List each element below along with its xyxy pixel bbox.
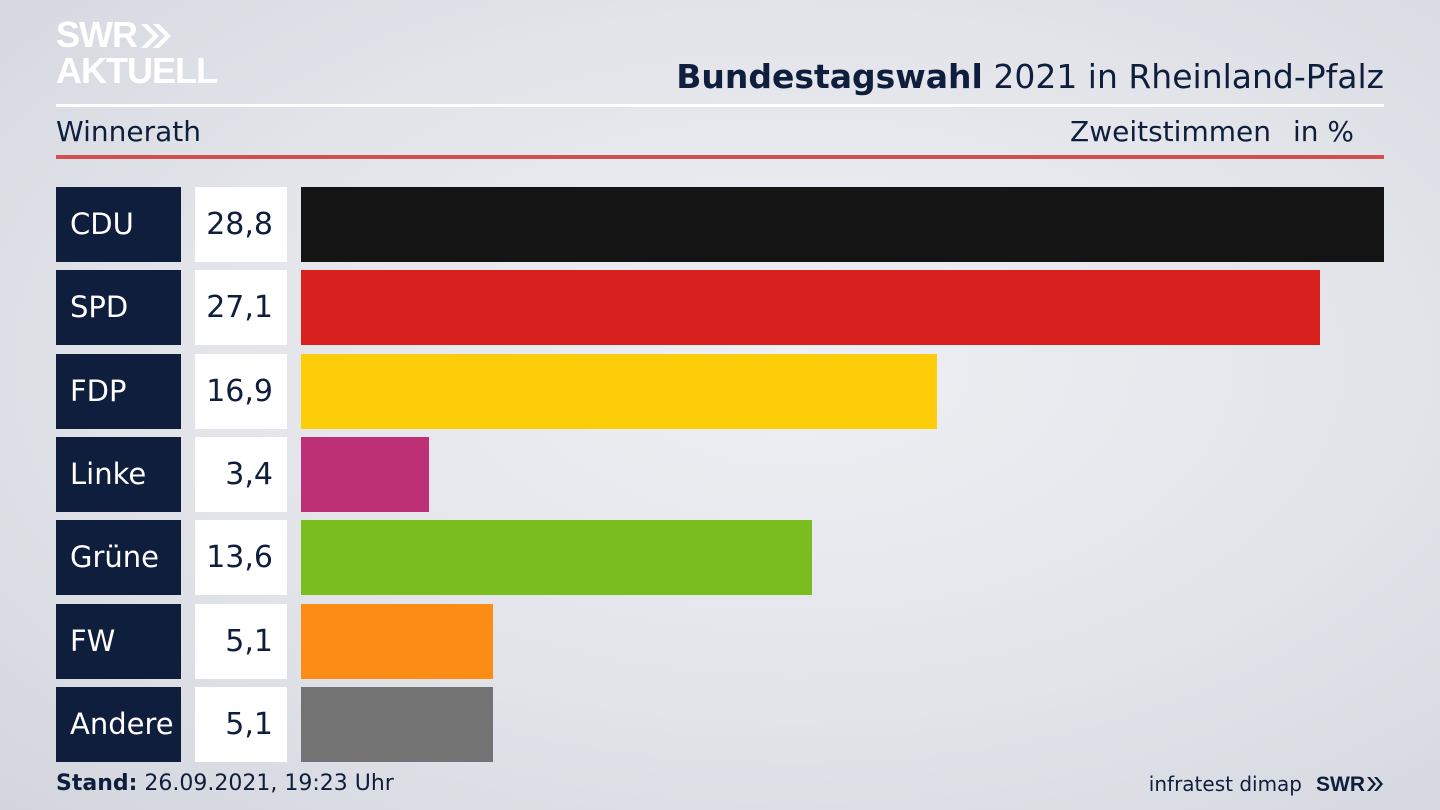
source-label: infratest dimap: [1148, 772, 1302, 796]
chart-row: FDP 16,9: [56, 354, 1384, 429]
value-label: 28,8: [195, 187, 287, 262]
title-bold: Bundestagswahl: [676, 57, 983, 96]
chart-row: Linke 3,4: [56, 437, 1384, 512]
logo-line-1: SWR: [56, 14, 138, 55]
chart-row: Grüne 13,6: [56, 520, 1384, 595]
stand-value: 26.09.2021, 19:23 Uhr: [137, 771, 394, 796]
party-label: FDP: [56, 354, 181, 429]
unit-label: in %: [1292, 115, 1354, 148]
source-credit: infratest dimap SWR: [1149, 770, 1384, 799]
party-label: Linke: [56, 437, 181, 512]
location-label: Winnerath: [56, 115, 201, 148]
swr-aktuell-logo: SWR AKTUELL: [56, 16, 226, 92]
double-chevron-icon: [141, 24, 171, 48]
timestamp: Stand: 26.09.2021, 19:23 Uhr: [56, 770, 394, 798]
chart-row: SPD 27,1: [56, 270, 1384, 345]
party-label: Andere: [56, 687, 181, 762]
party-label: Grüne: [56, 520, 181, 595]
bar: [301, 270, 1320, 345]
value-label: 5,1: [195, 687, 287, 762]
value-label: 27,1: [195, 270, 287, 345]
party-label: FW: [56, 604, 181, 679]
header-divider: [56, 104, 1384, 107]
accent-divider: [56, 155, 1384, 159]
value-label: 5,1: [195, 604, 287, 679]
swr-brand-text: SWR: [1316, 773, 1365, 796]
value-label: 16,9: [195, 354, 287, 429]
bar: [301, 520, 812, 595]
bar: [301, 354, 937, 429]
title-rest: 2021 in Rheinland-Pfalz: [982, 57, 1384, 96]
chart-row: CDU 28,8: [56, 187, 1384, 262]
chart-title: Bundestagswahl 2021 in Rheinland-Pfalz: [676, 56, 1384, 98]
vote-type-label: Zweitstimmen in %: [1070, 114, 1354, 150]
swr-brand: SWR: [1316, 773, 1384, 796]
logo-line-2: AKTUELL: [56, 50, 218, 91]
party-label: CDU: [56, 187, 181, 262]
double-chevron-icon: [1367, 777, 1383, 791]
stand-label: Stand:: [56, 771, 138, 796]
chart-row: Andere 5,1: [56, 687, 1384, 762]
bar: [301, 604, 493, 679]
value-label: 13,6: [195, 520, 287, 595]
bar: [301, 437, 429, 512]
bar: [301, 687, 493, 762]
party-label: SPD: [56, 270, 181, 345]
bar: [301, 187, 1384, 262]
chart-row: FW 5,1: [56, 604, 1384, 679]
vote-type: Zweitstimmen: [1070, 115, 1271, 148]
value-label: 3,4: [195, 437, 287, 512]
